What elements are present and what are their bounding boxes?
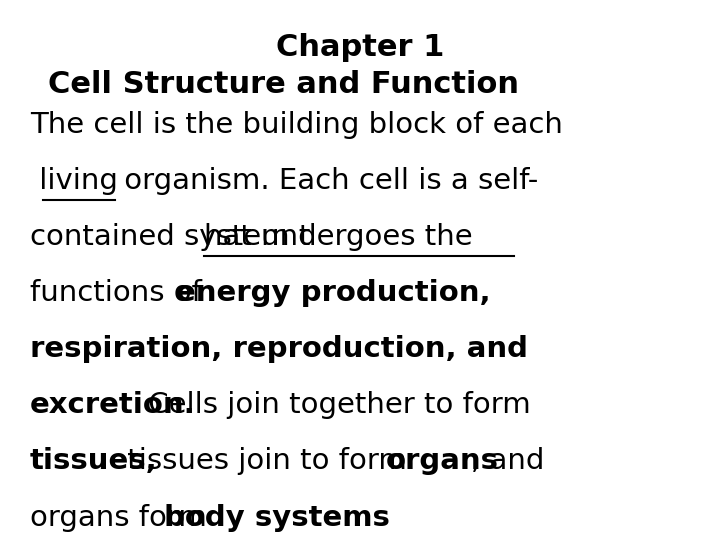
Text: energy production,: energy production,	[176, 279, 490, 307]
Text: hat undergoes the: hat undergoes the	[204, 223, 482, 251]
Text: Cell Structure and Function: Cell Structure and Function	[48, 70, 519, 99]
Text: organs: organs	[386, 448, 499, 475]
Text: functions of: functions of	[30, 279, 211, 307]
Text: respiration, reproduction, and: respiration, reproduction, and	[30, 335, 528, 363]
Text: tissues join to form: tissues join to form	[117, 448, 415, 475]
Text: living: living	[30, 167, 118, 195]
Text: excretion.: excretion.	[30, 392, 196, 420]
Text: contained system t: contained system t	[30, 223, 310, 251]
Text: tissues,: tissues,	[30, 448, 158, 475]
Text: Chapter 1: Chapter 1	[276, 33, 444, 63]
Text: .: .	[351, 503, 361, 531]
Text: organism. Each cell is a self-: organism. Each cell is a self-	[114, 167, 538, 195]
Text: The cell is the building block of each: The cell is the building block of each	[30, 111, 563, 139]
Text: Cells join together to form: Cells join together to form	[139, 392, 531, 420]
Text: organs form: organs form	[30, 503, 216, 531]
Text: body systems: body systems	[164, 503, 390, 531]
Text: , and: , and	[471, 448, 544, 475]
